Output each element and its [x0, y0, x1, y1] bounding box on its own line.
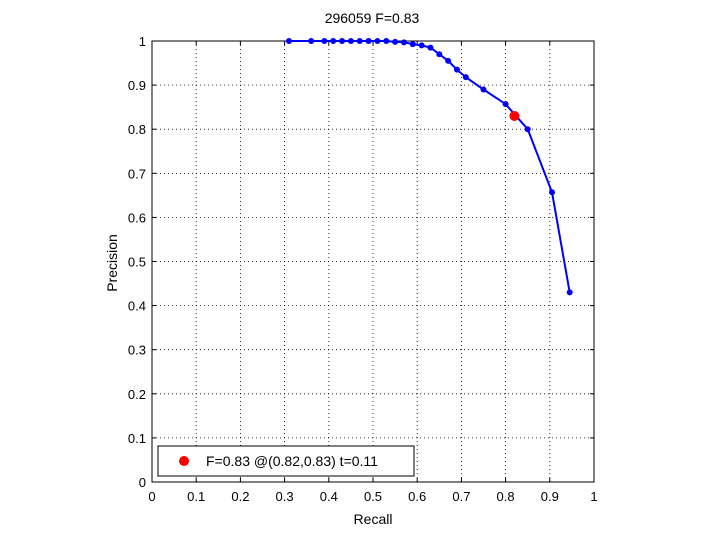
x-tick-label: 0.4 [320, 489, 338, 504]
pr-curve-point [566, 289, 573, 296]
legend-box [157, 445, 415, 477]
pr-curve-point [549, 189, 556, 196]
x-tick-label: 0.8 [497, 489, 515, 504]
pr-curve-point [400, 39, 407, 46]
x-axis-label: Recall [354, 511, 393, 527]
x-tick-label: 0.9 [541, 489, 559, 504]
legend-marker [179, 456, 189, 466]
pr-curve-point [356, 38, 363, 44]
grid [152, 41, 594, 482]
pr-curve-point [502, 101, 509, 108]
y-tick-label: 0.1 [128, 431, 146, 446]
y-tick-label: 1 [139, 34, 146, 49]
pr-curve-point [427, 44, 434, 51]
pr-curve-point [347, 38, 354, 44]
pr-curve-point [392, 38, 399, 45]
pr-curve-point [308, 38, 315, 44]
pr-curve-point [409, 41, 416, 48]
chart-title: 296059 F=0.83 [325, 10, 420, 26]
y-tick-label: 0.6 [128, 210, 146, 225]
pr-curve-point [383, 38, 390, 44]
pr-curve-point [321, 38, 328, 44]
pr-curve-point [286, 38, 293, 44]
x-tick-label: 0.1 [187, 489, 205, 504]
pr-curve-point [374, 38, 381, 44]
pr-curve-point [330, 38, 337, 44]
y-tick-label: 0.4 [128, 299, 146, 314]
x-tick-label: 0.2 [231, 489, 249, 504]
y-tick-label: 0.5 [128, 255, 146, 270]
x-tick-label: 0 [148, 489, 155, 504]
pr-curve-point [462, 74, 469, 81]
x-tick-label: 0.3 [276, 489, 294, 504]
x-tick-label: 0.6 [408, 489, 426, 504]
y-axis-label: Precision [104, 234, 120, 292]
axis-ticks: 0 0.1 0.2 0.3 0.4 0.5 0.6 0.7 0.8 0.9 1 0 0.1 0.2 0.3 0… [128, 34, 598, 504]
y-tick-label: 0.7 [128, 166, 146, 181]
pr-curve-point [339, 38, 346, 44]
pr-curve-point [445, 57, 452, 64]
y-tick-label: 0 [139, 475, 146, 490]
data-layer [286, 38, 573, 296]
x-tick-label: 0.5 [364, 489, 382, 504]
pr-curve-point [436, 51, 443, 58]
best-f-point [509, 110, 520, 121]
y-tick-label: 0.3 [128, 343, 146, 358]
x-tick-label: 1 [590, 489, 597, 504]
x-tick-label: 0.7 [452, 489, 470, 504]
pr-curve-point [418, 42, 425, 49]
y-tick-label: 0.9 [128, 78, 146, 93]
y-tick-label: 0.2 [128, 387, 146, 402]
legend: F=0.83 @(0.82,0.83) t=0.11 [157, 445, 415, 477]
pr-curve-point [524, 126, 531, 133]
pr-curve-point [365, 38, 372, 44]
pr-curve-point [480, 86, 487, 93]
legend-text: F=0.83 @(0.82,0.83) t=0.11 [206, 453, 378, 469]
y-tick-label: 0.8 [128, 122, 146, 137]
pr-curve-point [453, 66, 460, 73]
